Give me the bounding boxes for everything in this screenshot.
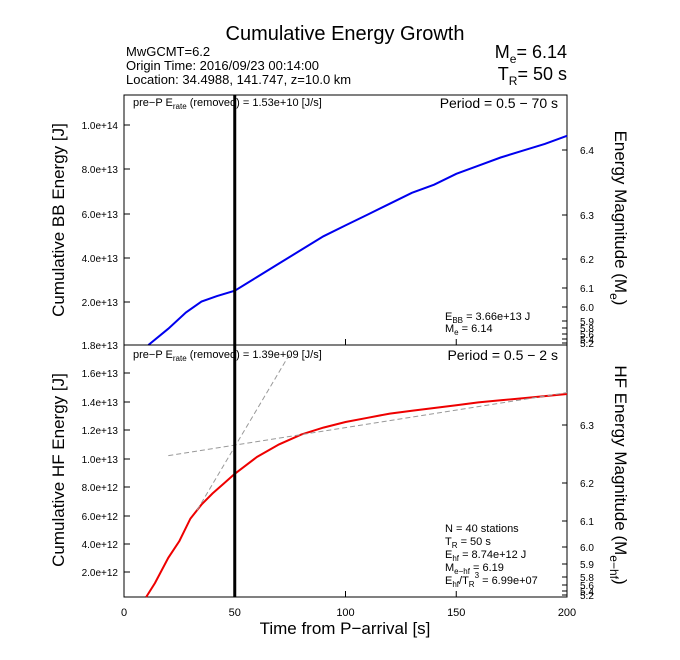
bottom-period: Period = 0.5 − 2 s	[447, 347, 558, 363]
y-tick-label: 8.0e+12	[82, 483, 119, 494]
mag-tick-label: 5.9	[580, 560, 594, 571]
mag-tick-label: 5.4	[580, 335, 594, 346]
y-tick-label: 1.2e+13	[82, 426, 119, 437]
bottom-series	[145, 345, 568, 598]
mag-tick-label: 5.2	[580, 339, 594, 350]
y-tick-label: 4.0e+12	[82, 540, 119, 551]
bottom-mag-ticks: 6.3 6.2 6.1 6.0 5.9 5.85.65.45.2	[562, 421, 594, 602]
mag-tick-label: 6.3	[580, 421, 594, 432]
top-y-ticks: 1.8e+13 2.0e+13 4.0e+13 6.0e+13 8.0e+13 1.0e+…	[82, 121, 130, 352]
mag-tick-label: 6.1	[580, 284, 594, 295]
top-panel: 1.8e+13 2.0e+13 4.0e+13 6.0e+13 8.0e+13 1.0e+…	[49, 94, 630, 352]
duration-header: TR= 50 s	[498, 64, 567, 88]
bottom-prep-rate: pre−P Erate (removed) = 1.39e+09 [J/s]	[133, 349, 322, 363]
bottom-ehf: Ehf = 8.74e+12 J	[445, 549, 526, 563]
top-period: Period = 0.5 − 70 s	[440, 95, 558, 111]
y-tick-label: 1.0e+13	[82, 455, 119, 466]
figure-title: Cumulative Energy Growth	[226, 23, 465, 45]
y-tick-label: 6.0e+12	[82, 512, 119, 523]
mag-tick-label: 6.2	[580, 479, 594, 490]
y-tick-label: 4.0e+13	[82, 254, 119, 265]
top-mag-ticks: 6.4 6.3 6.2 6.1 6.0 5.95.85.65.45.2	[562, 146, 594, 350]
y-tick-label: 2.0e+12	[82, 568, 119, 579]
y-tick-label: 1.6e+13	[82, 369, 119, 380]
y-tick-label: 1.4e+13	[82, 398, 119, 409]
mag-tick-label: 5.6	[580, 330, 594, 341]
bottom-y2-axis-label: HF Energy Magnitude (Me−hf)	[607, 365, 630, 584]
mag-tick-label: 5.8	[580, 324, 594, 335]
mag-tick-label: 5.8	[580, 573, 594, 584]
mag-tick-label: 5.9	[580, 317, 594, 328]
top-prep-rate: pre−P Erate (removed) = 1.53e+10 [J/s]	[133, 97, 322, 111]
y-tick-label: 1.8e+13	[82, 341, 119, 352]
top-plot-frame	[123, 94, 568, 346]
bottom-tr: TR = 50 s	[445, 536, 491, 550]
event-magnitude: MwGCMT=6.2	[126, 44, 210, 59]
x-axis-ticks: 0 50 100 150 200	[121, 339, 576, 619]
bottom-ratio: Ehf/TR3 = 6.99e+07	[445, 571, 538, 589]
top-me: Me = 6.14	[445, 323, 493, 337]
mag-tick-label: 6.3	[580, 211, 594, 222]
mag-tick-label: 6.0	[580, 303, 594, 314]
x-axis-label: Time from P−arrival [s]	[260, 619, 431, 638]
mag-tick-label: 5.4	[580, 587, 594, 598]
trend-dashed-line	[168, 392, 568, 457]
bottom-y-ticks: 2.0e+12 4.0e+12 6.0e+12 8.0e+12 1.0e+13 1.2e+…	[82, 369, 130, 579]
energy-magnitude-header: Me= 6.14	[495, 42, 567, 66]
top-series	[147, 95, 568, 346]
bottom-stations: N = 40 stations	[445, 523, 519, 535]
top-ebb: EBB = 3.66e+13 J	[445, 311, 530, 325]
x-tick-label: 200	[558, 607, 576, 619]
top-y2-axis-label: Energy Magnitude (Me)	[607, 131, 630, 306]
mag-tick-label: 6.0	[580, 543, 594, 554]
mag-tick-label: 5.2	[580, 591, 594, 602]
bottom-panel: 2.0e+12 4.0e+12 6.0e+12 8.0e+12 1.0e+13 1.2e+…	[49, 344, 630, 602]
bottom-y-axis-label: Cumulative HF Energy [J]	[49, 373, 68, 567]
y-tick-label: 2.0e+13	[82, 298, 119, 309]
mag-tick-label: 6.1	[580, 517, 594, 528]
mag-tick-label: 6.2	[580, 255, 594, 266]
x-tick-label: 100	[336, 607, 354, 619]
y-tick-label: 8.0e+13	[82, 165, 119, 176]
location: Location: 34.4988, 141.747, z=10.0 km	[126, 72, 351, 87]
energy-series-line	[147, 134, 568, 346]
top-y-axis-label: Cumulative BB Energy [J]	[49, 123, 68, 317]
bottom-mehf: Me−hf = 6.19	[445, 562, 504, 576]
mag-tick-label: 6.4	[580, 146, 594, 157]
origin-time: Origin Time: 2016/09/23 00:14:00	[126, 58, 319, 73]
y-tick-label: 1.0e+14	[82, 121, 119, 132]
mag-tick-label: 5.6	[580, 581, 594, 592]
x-tick-label: 50	[229, 607, 241, 619]
trend-dashed-line	[196, 353, 291, 511]
energy-series-line	[145, 393, 568, 598]
y-tick-label: 6.0e+13	[82, 210, 119, 221]
x-tick-label: 150	[447, 607, 465, 619]
x-tick-label: 0	[121, 607, 127, 619]
